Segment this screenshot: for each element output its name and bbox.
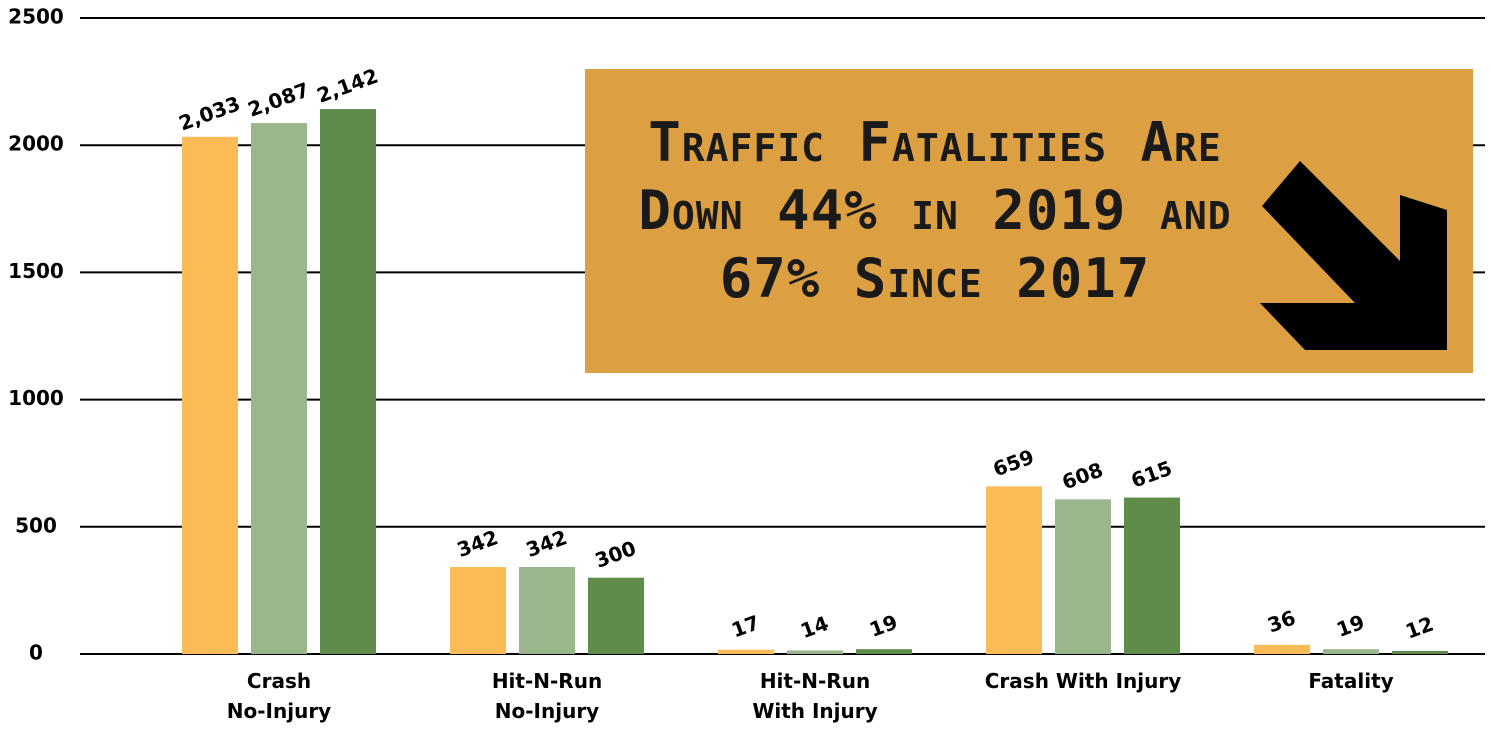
bar	[320, 109, 376, 655]
y-tick-label: 500	[15, 513, 57, 537]
bar	[251, 123, 307, 654]
x-tick-label: Crash With Injury	[984, 669, 1182, 693]
data-label: 342	[523, 525, 570, 562]
bar	[1124, 497, 1180, 654]
bar	[1055, 499, 1111, 654]
data-label: 2,033	[176, 91, 244, 135]
bar	[519, 566, 575, 654]
y-tick-label: 0	[29, 641, 43, 665]
data-label: 17	[728, 610, 762, 642]
data-label: 659	[990, 445, 1037, 482]
y-tick-label: 1500	[8, 259, 64, 283]
data-label: 19	[1333, 610, 1367, 642]
bar	[1392, 650, 1448, 654]
x-tick-label: Hit-N-Run No-Injury	[491, 669, 603, 723]
bar	[787, 650, 843, 654]
y-tick-label: 1000	[8, 386, 64, 410]
data-label: 615	[1128, 456, 1175, 493]
y-tick-label: 2000	[8, 132, 64, 156]
arrow-icon	[1260, 161, 1447, 350]
data-label: 12	[1402, 611, 1436, 643]
bar	[718, 649, 774, 654]
bar	[856, 649, 912, 654]
data-label: 300	[592, 536, 639, 573]
data-label: 2,087	[245, 78, 313, 122]
annotation: Traffic Fatalities Are Down 44% in 2019 …	[638, 111, 1232, 310]
bar	[588, 577, 644, 654]
bar	[1323, 649, 1379, 654]
arrow	[1260, 161, 1447, 350]
x-tick-label: Crash No-Injury	[226, 669, 332, 723]
bar	[986, 486, 1042, 654]
data-label: 19	[866, 610, 900, 642]
y-tick-label: 2500	[8, 5, 64, 29]
annotation-box: Traffic Fatalities Are Down 44% in 2019 …	[585, 69, 1473, 373]
bar	[182, 136, 238, 654]
data-label: 608	[1059, 457, 1106, 494]
bar	[1254, 644, 1310, 654]
data-label: 342	[454, 525, 501, 562]
data-label: 36	[1264, 605, 1298, 637]
bar	[450, 566, 506, 654]
x-tick-label: Hit-N-Run With Injury	[752, 669, 878, 723]
x-tick-label: Fatality	[1308, 669, 1394, 693]
data-label: 2,142	[314, 64, 382, 108]
data-label: 14	[797, 611, 831, 643]
